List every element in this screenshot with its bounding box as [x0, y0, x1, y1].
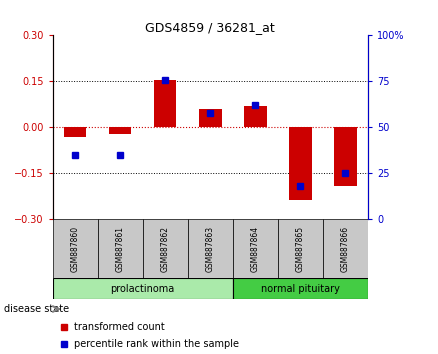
Text: normal pituitary: normal pituitary [261, 284, 340, 293]
Bar [109, 127, 131, 133]
Bar [53, 278, 233, 299]
Text: percentile rank within the sample: percentile rank within the sample [74, 339, 240, 349]
Bar [233, 278, 368, 299]
Bar [244, 106, 267, 127]
Text: GSM887865: GSM887865 [296, 225, 305, 272]
Text: GSM887862: GSM887862 [161, 226, 170, 272]
Bar [98, 219, 143, 278]
Bar [143, 219, 188, 278]
Text: GSM887866: GSM887866 [341, 225, 350, 272]
Text: GSM887861: GSM887861 [116, 226, 125, 272]
Text: disease state: disease state [4, 304, 70, 314]
Text: prolactinoma: prolactinoma [110, 284, 175, 293]
Text: GSM887864: GSM887864 [251, 225, 260, 272]
Text: GSM887863: GSM887863 [206, 225, 215, 272]
Bar [323, 219, 368, 278]
Bar [53, 219, 98, 278]
Text: transformed count: transformed count [74, 321, 165, 332]
Bar [278, 219, 323, 278]
Text: GSM887860: GSM887860 [71, 225, 80, 272]
Bar [233, 219, 278, 278]
Title: GDS4859 / 36281_at: GDS4859 / 36281_at [145, 21, 275, 34]
Bar [188, 219, 233, 278]
Bar [334, 127, 357, 186]
Bar [199, 109, 222, 127]
Bar [289, 127, 311, 200]
Bar [64, 127, 86, 137]
Bar [154, 80, 177, 127]
